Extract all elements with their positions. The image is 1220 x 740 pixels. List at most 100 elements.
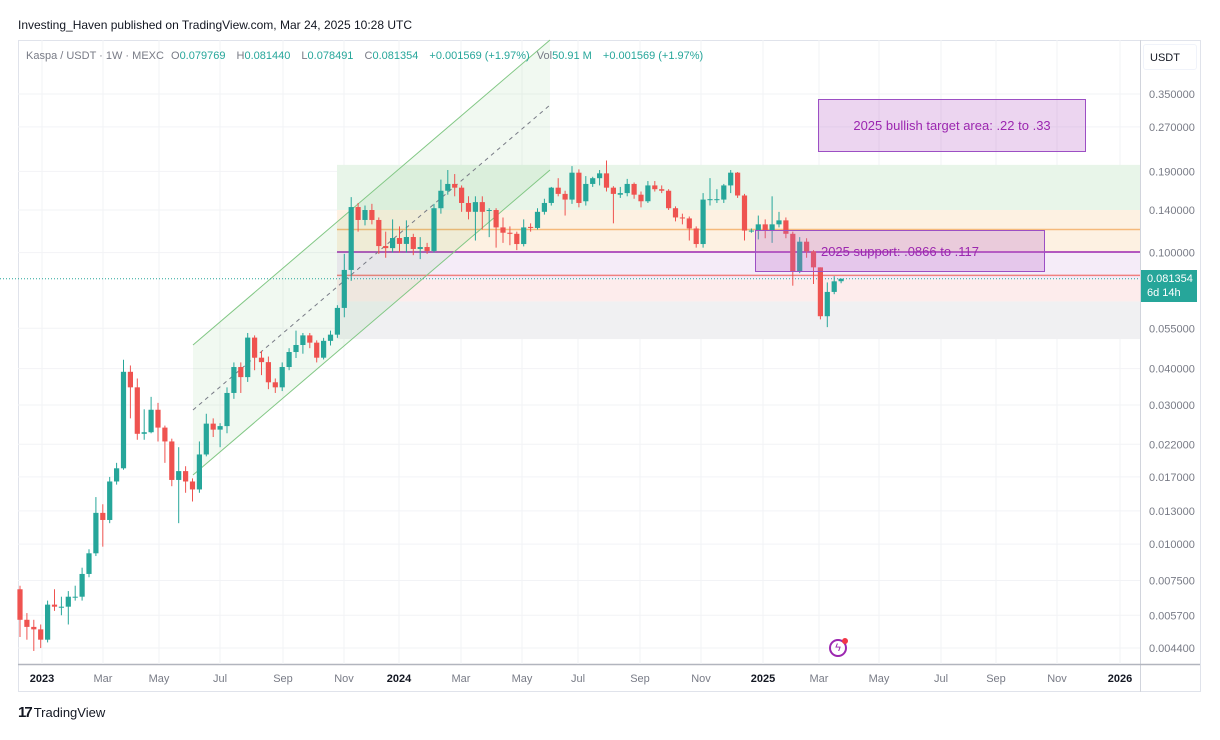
candle xyxy=(459,185,465,212)
price-tick-label: 0.055000 xyxy=(1149,323,1195,335)
price-tick-label: 0.022000 xyxy=(1149,439,1195,451)
price-tick-label: 0.017000 xyxy=(1149,472,1195,484)
candle xyxy=(721,183,727,203)
candle-body xyxy=(597,173,603,179)
candle xyxy=(293,330,299,358)
candle xyxy=(541,198,547,215)
candle xyxy=(355,202,361,232)
high-value: 0.081440 xyxy=(244,50,291,62)
events-lightning-icon[interactable]: ϟ xyxy=(829,638,848,657)
candle-body xyxy=(24,619,30,627)
candle-body xyxy=(224,392,230,427)
candle-body xyxy=(183,471,189,482)
channel-lower-line[interactable] xyxy=(192,169,551,476)
candle xyxy=(548,186,554,206)
candle-body xyxy=(603,173,610,188)
candle-body xyxy=(396,238,403,244)
candle xyxy=(810,250,817,285)
candle-body xyxy=(534,211,541,228)
candle-body xyxy=(638,194,644,202)
candle-body xyxy=(203,423,209,455)
candle-body xyxy=(162,427,168,442)
price-axis-labels: 0.350000 0.270000 0.190000 0.140000 0.100000… xyxy=(1149,89,1195,655)
candle-body xyxy=(686,218,692,229)
candle xyxy=(390,219,396,253)
candle-body xyxy=(369,210,375,220)
candle xyxy=(762,219,768,239)
candle-body xyxy=(493,210,499,228)
candle xyxy=(528,223,534,232)
candle xyxy=(410,233,416,256)
candle-body xyxy=(210,423,216,430)
candle xyxy=(314,340,320,363)
candle-body xyxy=(410,237,416,249)
chart-frame xyxy=(18,40,1201,692)
candle-body xyxy=(45,604,51,640)
candle-body xyxy=(590,178,596,184)
candle-body xyxy=(189,481,196,490)
candle xyxy=(534,208,541,230)
support-box[interactable]: 2025 support: .0866 to .117 xyxy=(755,230,1045,272)
candle-body xyxy=(286,352,292,368)
candle-body xyxy=(810,251,817,268)
candle xyxy=(769,196,775,243)
bar-countdown: 6d 14h xyxy=(1147,287,1181,299)
candle-body xyxy=(17,589,23,620)
candle xyxy=(334,305,340,338)
candle-body xyxy=(341,269,347,308)
volume-change: +0.001569 (+1.97%) xyxy=(602,50,704,62)
candle xyxy=(486,208,492,238)
time-tick-label: May xyxy=(869,673,890,685)
candle xyxy=(383,231,389,258)
bullish-target-box[interactable]: 2025 bullish target area: .22 to .33 xyxy=(818,99,1086,152)
candle-body xyxy=(548,187,554,203)
candle-body xyxy=(707,199,713,201)
candle xyxy=(376,217,382,254)
candle xyxy=(58,596,64,616)
change-value: +0.001569 (+1.97%) xyxy=(429,50,530,62)
candle-body xyxy=(348,207,354,270)
candle xyxy=(369,203,375,225)
candle-body xyxy=(245,337,251,378)
candle xyxy=(652,181,658,192)
candle-body xyxy=(355,207,361,220)
candle-body xyxy=(383,246,389,249)
candle-body xyxy=(176,471,182,480)
candle-body xyxy=(314,342,320,358)
candle xyxy=(362,205,368,226)
candle-body xyxy=(472,202,478,212)
time-tick-label: Nov xyxy=(691,673,711,685)
candle-body xyxy=(693,228,699,245)
candle xyxy=(424,242,430,254)
price-zone[interactable] xyxy=(337,279,1140,302)
channel-upper-line[interactable] xyxy=(192,39,551,346)
candle-body xyxy=(120,371,127,469)
price-zone[interactable] xyxy=(337,301,1140,340)
time-tick-label: Mar xyxy=(94,673,113,685)
candle-body xyxy=(93,512,99,554)
time-tick-label: Sep xyxy=(273,673,293,685)
symbol-title[interactable]: Kaspa / USDT · 1W · MEXC xyxy=(26,50,164,62)
candle xyxy=(176,447,182,524)
candle xyxy=(107,476,113,524)
price-zone[interactable] xyxy=(337,210,1140,253)
candle-body xyxy=(134,387,140,434)
time-axis-labels: 2023 Mar May Jul Sep Nov 2024 Mar May Jul Sep Nov 20… xyxy=(30,673,1132,685)
channel-median-line[interactable] xyxy=(192,104,551,411)
price-tick-label: 0.350000 xyxy=(1149,89,1195,101)
candle xyxy=(327,330,334,346)
candle-body xyxy=(431,208,437,251)
candle-body xyxy=(459,187,465,203)
time-tick-label: Nov xyxy=(1047,673,1067,685)
candle-body xyxy=(659,189,665,191)
candle xyxy=(114,462,120,485)
candle-body xyxy=(666,190,672,209)
currency-button[interactable]: USDT xyxy=(1143,44,1197,70)
candle-body xyxy=(155,409,161,428)
candle xyxy=(203,413,209,457)
support-text: 2025 support: .0866 to .117 xyxy=(820,243,980,259)
candle-body xyxy=(514,233,520,245)
candle-body xyxy=(141,432,147,434)
candle xyxy=(659,185,665,194)
